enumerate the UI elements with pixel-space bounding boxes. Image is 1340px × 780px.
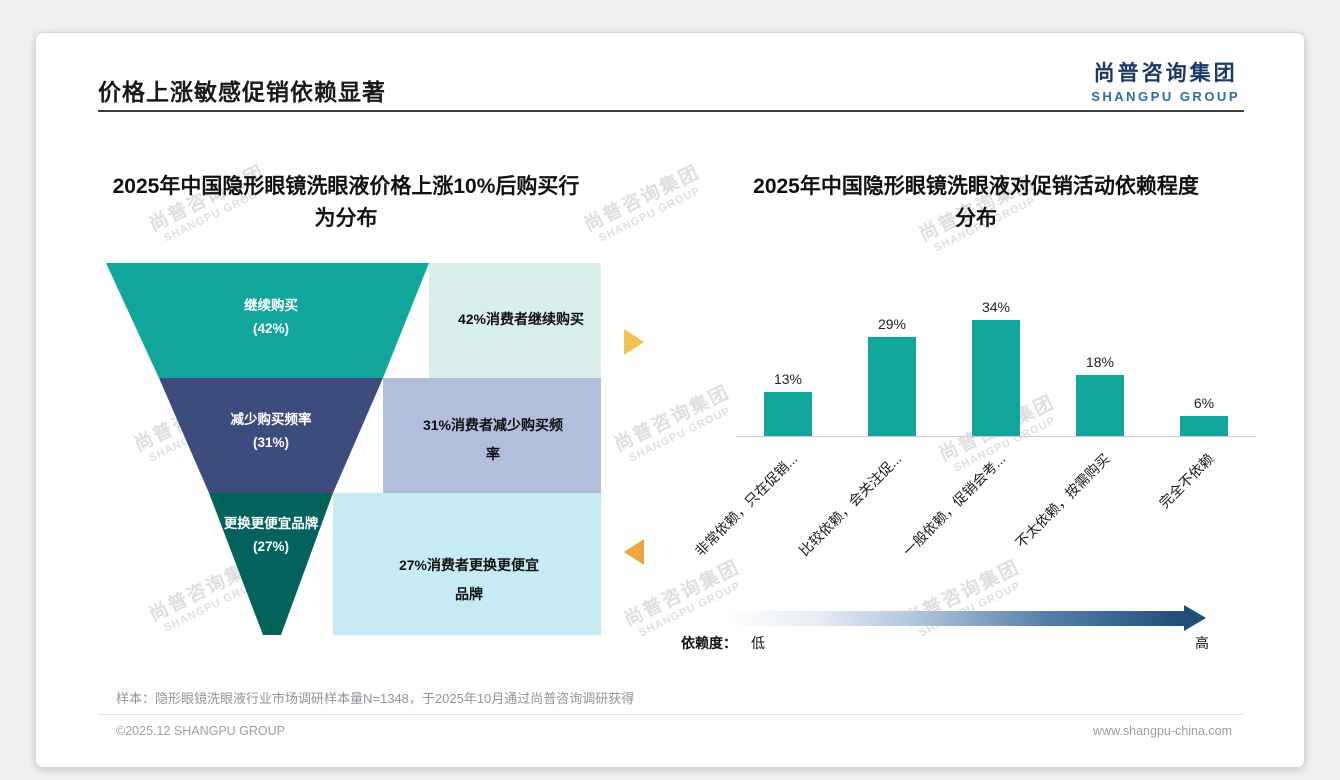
dependence-low-label: 低 [751, 635, 765, 651]
company-logo: 尚普咨询集团 SHANGPU GROUP [1091, 57, 1240, 104]
funnel-segment-1 [106, 263, 429, 378]
funnel-chart: 继续购买 (42%) 减少购买频率 (31%) 更换更便宜品牌 (27%) 42… [101, 263, 601, 635]
funnel-note-bg-2 [383, 378, 601, 493]
page-title: 价格上涨敏感促销依赖显著 [98, 79, 386, 105]
title-divider [98, 110, 1244, 112]
left-chart-title-text: 2025年中国隐形眼镜洗眼液价格上涨10%后购买行为分布 [112, 175, 580, 230]
slide-content: 价格上涨敏感促销依赖显著 尚普咨询集团 SHANGPU GROUP 2025年中… [36, 33, 1304, 767]
slide: 价格上涨敏感促销依赖显著 尚普咨询集团 SHANGPU GROUP 2025年中… [35, 32, 1305, 768]
logo-en-text: SHANGPU GROUP [1091, 89, 1240, 104]
bar [1076, 375, 1124, 436]
bar-column: 6% [1180, 395, 1228, 436]
dependence-high-label: 高 [1195, 635, 1209, 651]
x-label-slot: 比较依赖，会关注促... [796, 439, 944, 589]
funnel-segment-1-pct: (42%) [252, 320, 289, 336]
bar-column: 13% [764, 371, 812, 436]
funnel-segment-2-pct: (31%) [252, 434, 289, 450]
right-arrow-icon [624, 329, 644, 355]
bar-value-label: 29% [877, 316, 907, 332]
funnel-note-3: 27%消费者更换更便宜品牌 [398, 557, 540, 603]
bar-plot: 13% 29% 34% 18% 6% [736, 277, 1256, 437]
right-chart-title-text: 2025年中国隐形眼镜洗眼液对促销活动依赖程度分布 [753, 175, 1199, 230]
funnel-note-2: 31%消费者减少购买频率 [422, 417, 564, 463]
funnel-note-bg-1 [429, 263, 601, 378]
funnel-segment-3-label: 更换更便宜品牌 (27%) [191, 513, 351, 559]
gradient-bar [721, 610, 1184, 626]
footer-divider [98, 714, 1244, 715]
logo-cn-text: 尚普咨询集团 [1093, 62, 1238, 85]
bar-value-label: 18% [1085, 354, 1115, 370]
right-chart-title: 2025年中国隐形眼镜洗眼液对促销活动依赖程度分布 [686, 171, 1266, 234]
funnel-note-1: 42%消费者继续购买 [457, 311, 585, 327]
bar-value-label: 6% [1193, 395, 1215, 411]
dependence-label: 依赖度： [681, 635, 737, 651]
x-label-slot: 非常依赖，只在促销... [692, 439, 840, 589]
dependence-axis-row: 依赖度： 低 高 [681, 633, 1209, 653]
bar [764, 392, 812, 436]
bar-column: 29% [868, 316, 916, 436]
sample-note: 样本：隐形眼镜洗眼液行业市场调研样本量N=1348，于2025年10月通过尚普咨… [116, 691, 635, 706]
x-labels: 非常依赖，只在促销... 比较依赖，会关注促... 一般依赖，促销会考... 不太依赖… [692, 439, 1256, 589]
left-arrow-icon [624, 539, 644, 565]
bar-value-label: 34% [981, 299, 1011, 315]
website-text: www.shangpu-china.com [1093, 724, 1232, 738]
funnel-segment-3-name: 更换更便宜品牌 [223, 516, 319, 531]
bar-column: 34% [972, 299, 1020, 436]
gradient-arrowhead-icon [1184, 605, 1206, 631]
bar-column: 18% [1076, 354, 1124, 436]
bar-value-label: 13% [773, 371, 803, 387]
x-label-slot: 完全不依赖 [1152, 439, 1256, 589]
copyright-text: ©2025.12 SHANGPU GROUP [116, 724, 285, 738]
x-axis-label: 完全不依赖 [1155, 450, 1217, 512]
funnel-segment-2-name: 减少购买频率 [230, 412, 312, 427]
bar [868, 337, 916, 436]
funnel-note-bg-3 [333, 493, 601, 635]
funnel-segment-1-label: 继续购买 (42%) [191, 295, 351, 341]
bar [972, 320, 1020, 436]
funnel-segment-3-pct: (27%) [252, 538, 289, 554]
x-axis-label: 非常依赖，只在促销... [692, 450, 801, 560]
x-label-slot: 不太依赖，按需购买 [1012, 439, 1152, 589]
funnel-segment-1-name: 继续购买 [244, 298, 298, 313]
dependence-gradient-arrow [721, 605, 1206, 631]
left-chart-title: 2025年中国隐形眼镜洗眼液价格上涨10%后购买行为分布 [91, 171, 601, 234]
x-label-slot: 一般依赖，促销会考... [900, 439, 1048, 589]
bar [1180, 416, 1228, 436]
funnel-segment-2-label: 减少购买频率 (31%) [191, 409, 351, 455]
